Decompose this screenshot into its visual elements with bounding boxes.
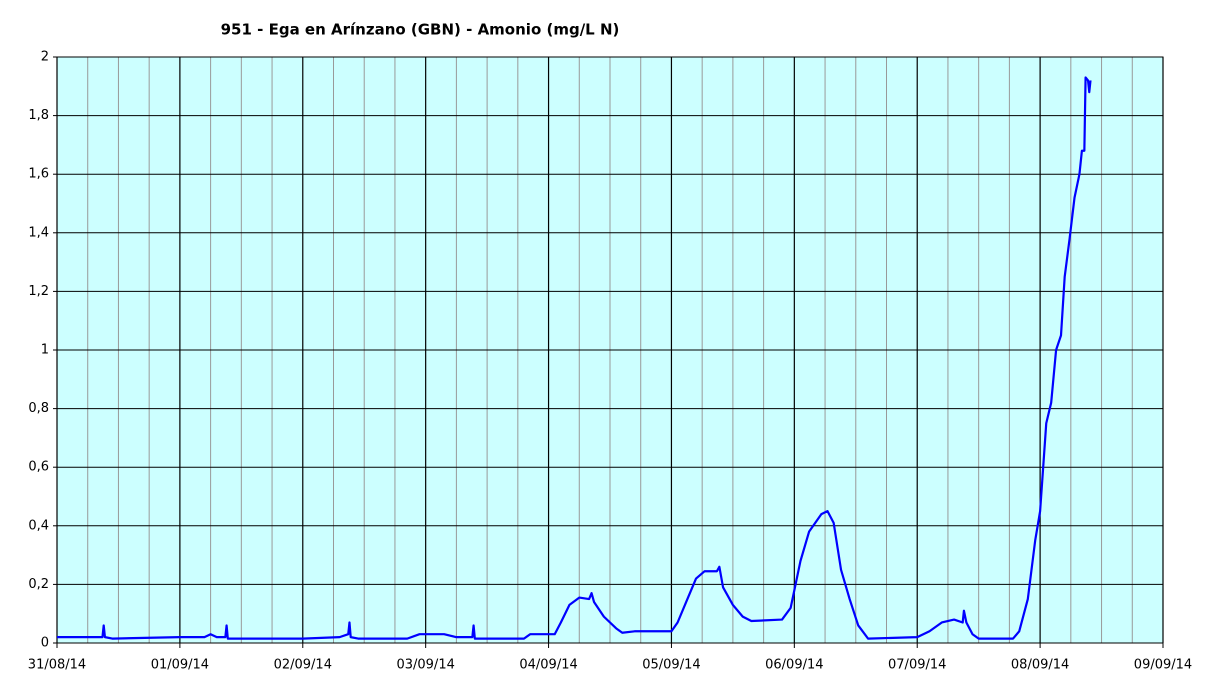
y-tick-label: 1,8 xyxy=(28,108,49,123)
y-tick-label: 1,6 xyxy=(28,167,49,182)
x-tick-label: 02/09/14 xyxy=(274,658,332,673)
x-tick-label: 01/09/14 xyxy=(151,658,209,673)
data-line xyxy=(57,76,1092,640)
y-tick-label: 0 xyxy=(41,636,49,651)
x-tick-label: 06/09/14 xyxy=(765,658,823,673)
chart-title: 951 - Ega en Arínzano (GBN) - Amonio (mg… xyxy=(221,21,620,39)
y-tick-label: 2 xyxy=(41,50,49,65)
plot-border xyxy=(56,56,1164,644)
x-tick-label: 03/09/14 xyxy=(396,658,454,673)
x-tick-label: 07/09/14 xyxy=(888,658,946,673)
y-tick-label: 0,2 xyxy=(28,577,49,592)
x-tick-label: 09/09/14 xyxy=(1134,658,1192,673)
x-tick-label: 05/09/14 xyxy=(642,658,700,673)
x-tick-label: 31/08/14 xyxy=(28,658,86,673)
x-tick-label: 04/09/14 xyxy=(519,658,577,673)
y-tick-label: 0,4 xyxy=(28,518,49,533)
y-tick-label: 1 xyxy=(41,343,49,358)
y-tick-label: 0,8 xyxy=(28,401,49,416)
y-tick-label: 1,2 xyxy=(28,284,49,299)
x-tick-label: 08/09/14 xyxy=(1011,658,1069,673)
y-tick-label: 1,4 xyxy=(28,225,49,240)
y-tick-label: 0,6 xyxy=(28,460,49,475)
